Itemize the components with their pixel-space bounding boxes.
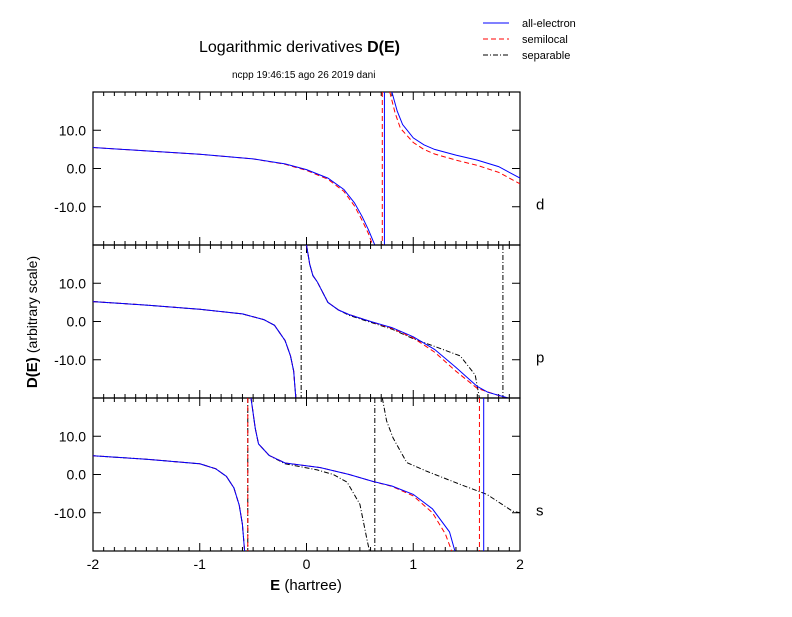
legend-label-all-electron: all-electron (522, 18, 576, 30)
legend-label-semilocal: semilocal (522, 34, 568, 46)
series-separable-curve (93, 455, 246, 551)
legend-label-separable: separable (522, 50, 570, 62)
series-separable-curve (250, 398, 370, 551)
panel-curves (93, 245, 509, 398)
x-axis-label: E (hartree) (270, 577, 342, 594)
series-semilocal-curve (93, 455, 246, 551)
y-tick-label: -10.0 (54, 352, 86, 368)
y-tick-label: 0.0 (67, 314, 87, 330)
series-separable-curve (381, 398, 520, 514)
panel-frame (92, 91, 521, 246)
series-semilocal-curve (93, 147, 374, 245)
y-tick-label: 10.0 (59, 122, 86, 138)
chart-subtitle: ncpp 19:46:15 ago 26 2019 dani (232, 70, 375, 81)
series-all-electron-curve (93, 301, 297, 398)
chart-title: Logarithmic derivatives D(E) (199, 39, 400, 56)
y-tick-label: 0.0 (67, 161, 87, 177)
panel-p: 10.0 0.0 -10.0 p (54, 244, 544, 399)
panel-label-d: d (536, 197, 544, 214)
series-semilocal-curve (93, 301, 297, 398)
series-separable-curve (93, 301, 297, 398)
panel-frame (92, 397, 521, 552)
panel-label-p: p (536, 350, 544, 367)
x-tick-label: 1 (409, 556, 417, 572)
series-all-electron-curve (391, 92, 520, 179)
legend: all-electron semilocal separable (483, 18, 576, 62)
x-tick-label: -2 (87, 556, 100, 572)
series-semilocal-curve (389, 92, 520, 185)
y-axis-label: D(E) (arbitrary scale) (24, 256, 41, 388)
series-all-electron-curve (250, 398, 456, 551)
y-tick-label: 10.0 (59, 275, 86, 291)
x-tick-label: 0 (303, 556, 311, 572)
y-tick-label: -10.0 (54, 505, 86, 521)
panel-curves (93, 92, 520, 245)
panel-frame (92, 244, 521, 399)
x-tick-label: -1 (194, 556, 207, 572)
series-all-electron-curve (93, 455, 246, 551)
panel-label-s: s (536, 503, 544, 520)
panel-d: 10.0 0.0 -10.0 d (54, 91, 544, 246)
panel-s: 10.0 0.0 -10.0 s (54, 397, 544, 552)
series-semilocal-curve (250, 398, 453, 551)
y-tick-label: 10.0 (59, 428, 86, 444)
series-separable-curve (306, 245, 480, 398)
x-tick-label: 2 (516, 556, 524, 572)
y-tick-label: -10.0 (54, 199, 86, 215)
panel-curves (93, 398, 520, 551)
series-all-electron-curve (306, 245, 509, 398)
y-tick-label: 0.0 (67, 467, 87, 483)
series-all-electron-curve (93, 147, 376, 245)
series-semilocal-curve (306, 245, 507, 398)
